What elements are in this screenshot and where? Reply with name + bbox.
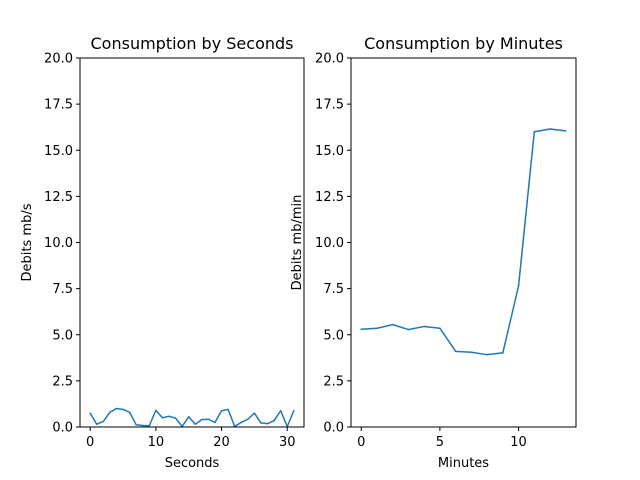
minutes-y-tick-label: 17.5 (315, 98, 344, 113)
seconds-y-tick-label: 10.0 (44, 236, 73, 251)
minutes-y-tick-label: 7.5 (323, 282, 344, 297)
seconds-chart: 0.0 2.5 5.0 7.5 10.0 12.5 15.0 17.5 20.0 0 10 20 30 C… (20, 34, 305, 471)
minutes-series-line (361, 128, 566, 356)
minutes-chart: 0.0 2.5 5.0 7.5 10.0 12.5 15.0 17.5 20.0 0 5 10 Cons… (290, 34, 577, 471)
seconds-data-point (141, 424, 144, 427)
seconds-y-tick-label: 7.5 (52, 282, 73, 297)
seconds-data-point (253, 412, 256, 414)
seconds-x-tick-label: 30 (279, 435, 296, 450)
seconds-y-tick-label: 0.0 (52, 421, 73, 436)
seconds-data-point (260, 422, 262, 424)
minutes-x-axis-label: Minutes (438, 456, 489, 471)
seconds-data-point (128, 411, 131, 414)
seconds-data-point (266, 422, 269, 425)
seconds-data-point (273, 419, 275, 422)
minutes-chart-title: Consumption by Minutes (364, 34, 563, 53)
seconds-data-point (279, 409, 282, 412)
seconds-data-point (201, 418, 203, 421)
minutes-data-point (454, 350, 457, 353)
minutes-y-axis-label: Debits mb/min (290, 195, 305, 291)
seconds-y-tick-label: 12.5 (44, 190, 73, 205)
seconds-y-tick-label: 2.5 (52, 374, 73, 389)
seconds-x-tick-label: 20 (213, 435, 230, 450)
seconds-y-axis-label: Debits mb/s (20, 203, 35, 281)
seconds-data-point (247, 418, 249, 421)
seconds-chart-title: Consumption by Seconds (91, 34, 294, 53)
minutes-data-point (564, 130, 567, 132)
seconds-data-point (122, 408, 124, 411)
seconds-data-point (155, 409, 157, 412)
minutes-data-point (517, 285, 520, 287)
minutes-y-tick-label: 10.0 (315, 236, 344, 251)
seconds-data-point (293, 409, 295, 412)
minutes-data-point (376, 327, 378, 330)
minutes-y-tick-label: 12.5 (315, 190, 344, 205)
minutes-x-tick-label: 0 (357, 435, 365, 450)
seconds-data-point (161, 416, 164, 419)
seconds-data-point (115, 407, 118, 410)
minutes-y-tick-label: 20.0 (315, 52, 344, 67)
minutes-data-point (470, 351, 473, 354)
minutes-x-tick-label: 10 (510, 435, 527, 450)
seconds-x-tick-label: 0 (86, 435, 94, 450)
minutes-y-tick-label: 15.0 (315, 144, 344, 159)
minutes-data-point (423, 325, 425, 328)
minutes-data-point (360, 328, 363, 331)
seconds-y-tick-label: 17.5 (44, 98, 73, 113)
minutes-data-point (486, 353, 488, 356)
seconds-data-point (214, 421, 216, 424)
seconds-y-tick-label: 15.0 (44, 144, 73, 159)
minutes-data-point (439, 327, 441, 330)
minutes-data-point (549, 128, 551, 130)
seconds-data-point (207, 418, 210, 421)
seconds-data-point (227, 408, 229, 411)
minutes-y-tick-label: 2.5 (323, 374, 344, 389)
seconds-series-line (89, 407, 295, 428)
seconds-x-axis-label: Seconds (165, 456, 220, 471)
minutes-data-point (502, 352, 504, 354)
seconds-data-point (194, 423, 197, 426)
minutes-y-tick-label: 5.0 (323, 328, 344, 343)
seconds-data-point (135, 423, 137, 426)
minutes-x-tick-label: 5 (436, 435, 444, 450)
minutes-data-point (407, 328, 410, 331)
seconds-x-tick-label: 10 (148, 435, 165, 450)
minutes-data-point (391, 323, 394, 326)
minutes-data-point (533, 131, 536, 133)
seconds-data-point (148, 424, 151, 427)
seconds-data-point (89, 412, 91, 414)
seconds-data-point (95, 423, 98, 426)
seconds-data-point (168, 415, 170, 418)
minutes-y-tick-label: 0.0 (323, 421, 344, 436)
seconds-y-tick-label: 20.0 (44, 52, 73, 67)
seconds-data-point (240, 421, 243, 424)
seconds-data-point (220, 409, 223, 412)
seconds-data-point (102, 420, 105, 423)
seconds-data-point (187, 416, 190, 418)
seconds-y-tick-label: 5.0 (52, 328, 73, 343)
seconds-data-point (174, 417, 177, 419)
seconds-data-point (109, 411, 111, 414)
